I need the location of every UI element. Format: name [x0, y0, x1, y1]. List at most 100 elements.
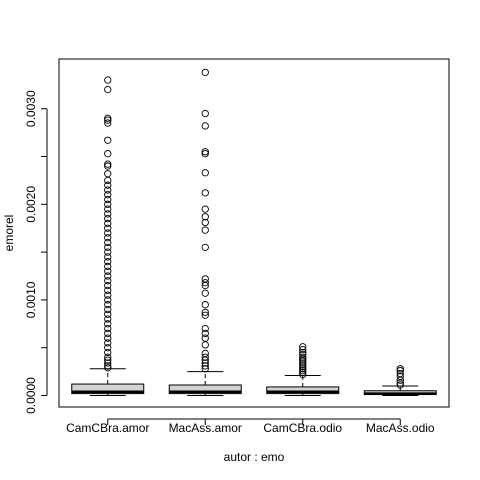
- outlier-point: [104, 215, 112, 223]
- outlier-point: [104, 334, 112, 342]
- outlier-point: [201, 148, 209, 156]
- outlier-point: [299, 361, 307, 369]
- outlier-point: [299, 345, 307, 354]
- outlier-point: [201, 218, 209, 227]
- outlier-point: [104, 359, 112, 367]
- y-tick-label: 0.0000: [24, 377, 38, 414]
- plot-layer: [71, 68, 437, 397]
- outlier-point: [299, 359, 307, 367]
- outlier-point: [201, 109, 209, 118]
- outlier-point: [104, 301, 112, 309]
- y-tick-label: 0.0030: [24, 90, 38, 127]
- outlier-point: [299, 355, 307, 363]
- x-tick-label: MacAss.odio: [366, 421, 435, 435]
- outlier-point: [104, 324, 112, 333]
- outlier-point: [104, 286, 112, 295]
- outlier-point: [104, 348, 112, 357]
- outlier-point: [104, 243, 112, 251]
- outlier-point: [201, 353, 209, 361]
- outlier-point: [396, 367, 404, 375]
- box-group-MacAss.amor: [168, 68, 242, 397]
- outlier-point: [104, 362, 112, 370]
- outlier-point: [104, 320, 112, 328]
- outlier-point: [104, 356, 112, 364]
- outlier-point: [104, 315, 112, 323]
- outlier-point: [104, 364, 112, 372]
- outlier-point: [201, 324, 209, 333]
- outlier-point: [201, 359, 209, 367]
- outlier-point: [299, 343, 307, 351]
- iqr-box: [168, 384, 242, 395]
- outlier-point: [201, 362, 209, 370]
- outlier-point: [104, 85, 112, 94]
- outlier-point: [201, 311, 209, 319]
- box-group-MacAss.odio: [363, 365, 437, 397]
- outlier-point: [104, 160, 112, 168]
- outlier-point: [396, 376, 404, 384]
- x-tick-label: MacAss.amor: [169, 421, 242, 435]
- outlier-point: [104, 200, 112, 208]
- outlier-point: [104, 272, 112, 280]
- outlier-point: [299, 365, 307, 373]
- outlier-point: [104, 353, 112, 361]
- y-axis: 0.0000 0.0010 0.0020 0.0030: [24, 90, 48, 414]
- outlier-point: [201, 279, 209, 287]
- x-tick-label: CamCBra.amor: [66, 421, 149, 435]
- outlier-point: [104, 253, 112, 261]
- outlier-point: [201, 189, 209, 197]
- box-group-CamCBra.amor: [71, 76, 145, 397]
- outlier-point: [201, 329, 209, 338]
- outlier-point: [396, 379, 404, 387]
- outlier-point: [104, 210, 112, 218]
- outlier-point: [104, 114, 112, 122]
- outlier-point: [104, 258, 112, 266]
- outlier-point: [104, 205, 112, 213]
- outlier-point: [201, 149, 209, 158]
- outlier-point: [104, 267, 112, 275]
- outlier-point: [104, 136, 112, 144]
- outlier-point: [299, 370, 307, 379]
- y-tick-label: 0.0010: [24, 281, 38, 318]
- outlier-point: [104, 344, 112, 352]
- outlier-point: [201, 226, 209, 234]
- outlier-point: [201, 301, 209, 309]
- outlier-point: [104, 181, 112, 189]
- outlier-point: [396, 365, 404, 373]
- outlier-point: [104, 162, 112, 170]
- outlier-point: [104, 234, 112, 242]
- outlier-point: [201, 169, 209, 177]
- outlier-point: [201, 289, 209, 297]
- iqr-box: [266, 386, 340, 395]
- outlier-point: [104, 281, 112, 290]
- outlier-point: [104, 305, 112, 314]
- outlier-point: [201, 281, 209, 290]
- x-axis-label: autor : emo: [224, 450, 285, 464]
- outlier-point: [104, 195, 112, 204]
- outlier-point: [104, 224, 112, 232]
- outlier-point: [104, 229, 112, 237]
- outlier-point: [104, 277, 112, 285]
- outlier-point: [299, 357, 307, 365]
- outlier-point: [201, 341, 209, 349]
- outlier-point: [104, 119, 112, 127]
- outlier-point: [201, 205, 209, 213]
- outlier-point: [104, 191, 112, 199]
- box-group-CamCBra.odio: [266, 343, 340, 397]
- outlier-point: [201, 213, 209, 221]
- outlier-point: [299, 363, 307, 371]
- outlier-point: [299, 367, 307, 375]
- outlier-point: [104, 116, 112, 124]
- outlier-point: [104, 176, 112, 185]
- outlier-point: [104, 339, 112, 347]
- outlier-point: [299, 353, 307, 361]
- outlier-point: [201, 68, 209, 77]
- outlier-point: [104, 76, 112, 84]
- outlier-point: [104, 310, 112, 318]
- outlier-point: [201, 356, 209, 364]
- outlier-point: [104, 329, 112, 338]
- outlier-point: [104, 238, 112, 247]
- outlier-point: [104, 219, 112, 228]
- outlier-point: [104, 149, 112, 158]
